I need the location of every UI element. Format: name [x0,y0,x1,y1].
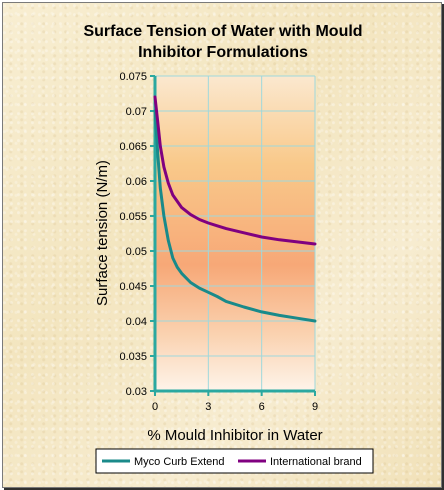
y-tick-label: 0.075 [119,71,147,83]
x-tick-label: 0 [152,401,158,413]
y-tick-label: 0.04 [126,316,147,328]
horizontal-gridlines [155,75,315,357]
legend-box [95,448,374,474]
series-line-international-brand [153,95,317,246]
y-tick-label: 0.07 [126,106,147,118]
series-line-myco-curb-extend [153,109,317,323]
y-axis-ticks: 0.03 0.035 0.04 0.045 0.05 0.055 0.06 0.065 0.07… [119,71,155,398]
legend: Myco Curb Extend International brand [95,448,374,474]
y-tick-label: 0.065 [119,141,147,153]
x-tick-label: 6 [259,401,265,413]
y-tick-label: 0.055 [119,211,147,223]
y-tick-label: 0.03 [126,386,147,398]
plot-area [155,76,315,391]
chart-title-line-1: Surface Tension of Water with Mould [83,23,362,40]
y-tick-label: 0.05 [126,246,147,258]
x-axis-ticks: 0 3 6 9 [152,391,318,413]
series-lines [153,95,317,323]
legend-label-international-brand: International brand [270,456,362,468]
y-axis-label: Surface tension (N/m) [94,160,111,306]
vertical-gridlines [207,76,316,391]
x-tick-label: 3 [205,401,211,413]
y-tick-label: 0.06 [126,176,147,188]
y-tick-label: 0.035 [119,351,147,363]
chart: Surface Tension of Water with Mould Inhi… [83,23,374,474]
x-axis-label: % Mould Inhibitor in Water [147,427,322,444]
y-tick-label: 0.045 [119,281,147,293]
chart-title-line-2: Inhibitor Formulations [138,44,308,61]
x-tick-label: 9 [312,401,318,413]
legend-label-myco-curb-extend: Myco Curb Extend [134,456,224,468]
